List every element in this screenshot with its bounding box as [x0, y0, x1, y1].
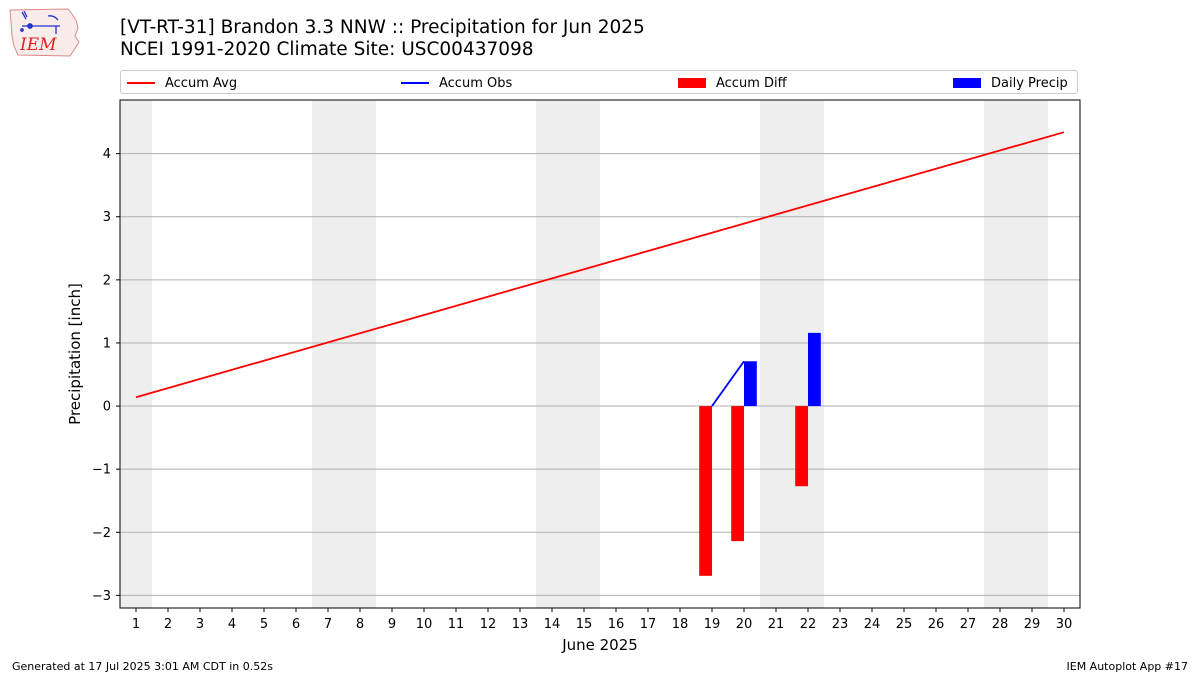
y-tick-label: −2	[92, 526, 111, 541]
legend-swatch-accum-obs	[401, 82, 429, 84]
x-tick-label: 20	[736, 617, 753, 632]
legend-item-daily-precip: Daily Precip	[953, 74, 1068, 92]
x-tick-label: 14	[544, 617, 561, 632]
x-tick-label: 25	[896, 617, 913, 632]
y-tick-label: 1	[103, 336, 111, 351]
legend: Accum Avg Accum Obs Accum Diff Daily Pre…	[120, 70, 1078, 94]
y-axis-label: Precipitation [inch]	[66, 283, 84, 425]
x-tick-label: 22	[800, 617, 817, 632]
weather-station-icon	[20, 10, 60, 34]
x-tick-label: 17	[640, 617, 657, 632]
legend-swatch-daily-precip	[953, 78, 981, 88]
accum-obs-line	[711, 360, 745, 407]
bar-series	[699, 332, 821, 576]
legend-swatch-accum-diff	[678, 78, 706, 88]
x-tick-label: 11	[448, 617, 465, 632]
x-tick-label: 21	[768, 617, 785, 632]
logo-text: IEM	[19, 35, 57, 55]
x-tick-label: 7	[324, 617, 332, 632]
x-tick-label: 13	[512, 617, 529, 632]
x-tick-label: 15	[576, 617, 593, 632]
footer-app: IEM Autoplot App #17	[1066, 660, 1189, 673]
x-tick-label: 26	[928, 617, 945, 632]
weekend-shade	[312, 100, 376, 608]
x-tick-label: 9	[388, 617, 396, 632]
x-tick-label: 23	[832, 617, 849, 632]
x-tick-label: 8	[356, 617, 364, 632]
daily-precip-bar	[744, 361, 757, 407]
weekend-shade	[120, 100, 152, 608]
x-tick-label: 16	[608, 617, 625, 632]
x-tick-label: 24	[864, 617, 881, 632]
x-tick-label: 2	[164, 617, 172, 632]
x-tick-label: 28	[992, 617, 1009, 632]
x-tick-label: 19	[704, 617, 721, 632]
legend-label: Accum Avg	[165, 75, 238, 91]
legend-item-accum-obs: Accum Obs	[401, 74, 512, 92]
grid-lines	[120, 153, 1080, 596]
accum-diff-bar	[795, 406, 808, 487]
legend-label: Accum Obs	[439, 75, 513, 91]
accum-diff-bar	[731, 406, 744, 542]
y-tick-label: −3	[92, 589, 111, 604]
chart-subtitle: NCEI 1991-2020 Climate Site: USC00437098	[120, 39, 534, 60]
x-axis: 1 2 3 4 5 6 7 8 9 10 11 12 13 14 15 16 17 18 19 20 21 22 23 24 2…	[132, 608, 1072, 632]
x-tick-label: 12	[480, 617, 497, 632]
y-tick-label: −1	[92, 463, 111, 478]
legend-label: Daily Precip	[991, 75, 1068, 91]
y-axis: 4 3 2 1 0 −1 −2 −3	[92, 147, 120, 604]
accum-diff-bar	[699, 406, 712, 576]
y-tick-label: 4	[103, 147, 111, 162]
y-tick-label: 0	[103, 400, 111, 415]
legend-item-accum-diff: Accum Diff	[678, 74, 787, 92]
x-tick-label: 5	[260, 617, 268, 632]
legend-swatch-accum-avg	[127, 82, 155, 84]
x-tick-label: 6	[292, 617, 300, 632]
weekend-shade	[984, 100, 1048, 608]
weekend-shade	[536, 100, 600, 608]
line-series	[135, 131, 1065, 407]
x-tick-label: 4	[228, 617, 236, 632]
weekend-shading	[120, 100, 1048, 608]
x-tick-label: 30	[1056, 617, 1073, 632]
x-tick-label: 27	[960, 617, 977, 632]
iem-logo: IEM	[9, 8, 80, 57]
legend-item-accum-avg: Accum Avg	[127, 74, 237, 92]
accum-avg-line	[135, 131, 1065, 399]
x-tick-label: 1	[132, 617, 140, 632]
x-axis-label: June 2025	[561, 636, 638, 654]
daily-precip-bar	[808, 332, 821, 407]
plot-frame	[119, 99, 1081, 609]
x-tick-label: 10	[416, 617, 433, 632]
y-tick-label: 3	[103, 210, 111, 225]
iowa-outline-icon	[9, 8, 80, 57]
y-tick-label: 2	[103, 273, 111, 288]
x-tick-label: 3	[196, 617, 204, 632]
x-tick-label: 18	[672, 617, 689, 632]
x-tick-label: 29	[1024, 617, 1041, 632]
legend-label: Accum Diff	[716, 75, 787, 91]
footer-generated: Generated at 17 Jul 2025 3:01 AM CDT in …	[12, 660, 273, 673]
chart-title: [VT-RT-31] Brandon 3.3 NNW :: Precipitat…	[120, 17, 645, 38]
